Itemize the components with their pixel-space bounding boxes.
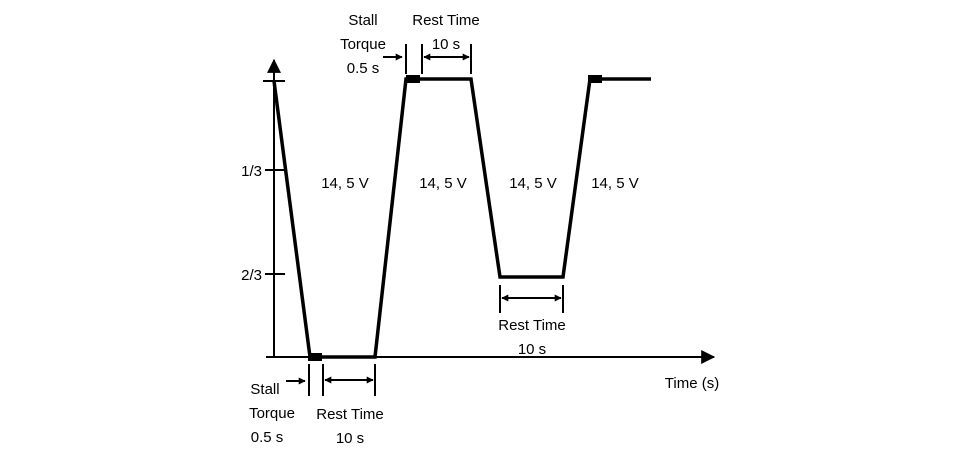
x-axis-label: Time (s) <box>665 375 719 392</box>
bottom-stall-line-1: Stall <box>250 381 279 398</box>
top-rest-line-2: 10 s <box>432 36 460 53</box>
y-tick-label-one-third: 1/3 <box>241 163 262 180</box>
stall-marker-bottom <box>308 353 322 361</box>
voltage-label-1: 14, 5 V <box>321 175 369 192</box>
voltage-label-3: 14, 5 V <box>509 175 557 192</box>
bottom-stall-line-2: Torque <box>249 405 295 422</box>
bottom-rest-line-1: Rest Time <box>316 406 384 423</box>
y-tick-label-two-thirds: 2/3 <box>241 267 262 284</box>
top-stall-line-1: Stall <box>348 12 377 29</box>
torque-waveform <box>272 77 651 359</box>
bottom-rest-line-2: 10 s <box>336 430 364 447</box>
top-stall-line-2: Torque <box>340 36 386 53</box>
bottom-stall-line-3: 0.5 s <box>251 429 284 446</box>
stall-marker-top <box>406 75 420 83</box>
top-rest-line-1: Rest Time <box>412 12 480 29</box>
mid-rest-line-1: Rest Time <box>498 317 566 334</box>
voltage-label-2: 14, 5 V <box>419 175 467 192</box>
top-stall-line-3: 0.5 s <box>347 60 380 77</box>
mid-rest-line-2: 10 s <box>518 341 546 358</box>
voltage-label-4: 14, 5 V <box>591 175 639 192</box>
stall-marker-top-right <box>588 75 602 83</box>
